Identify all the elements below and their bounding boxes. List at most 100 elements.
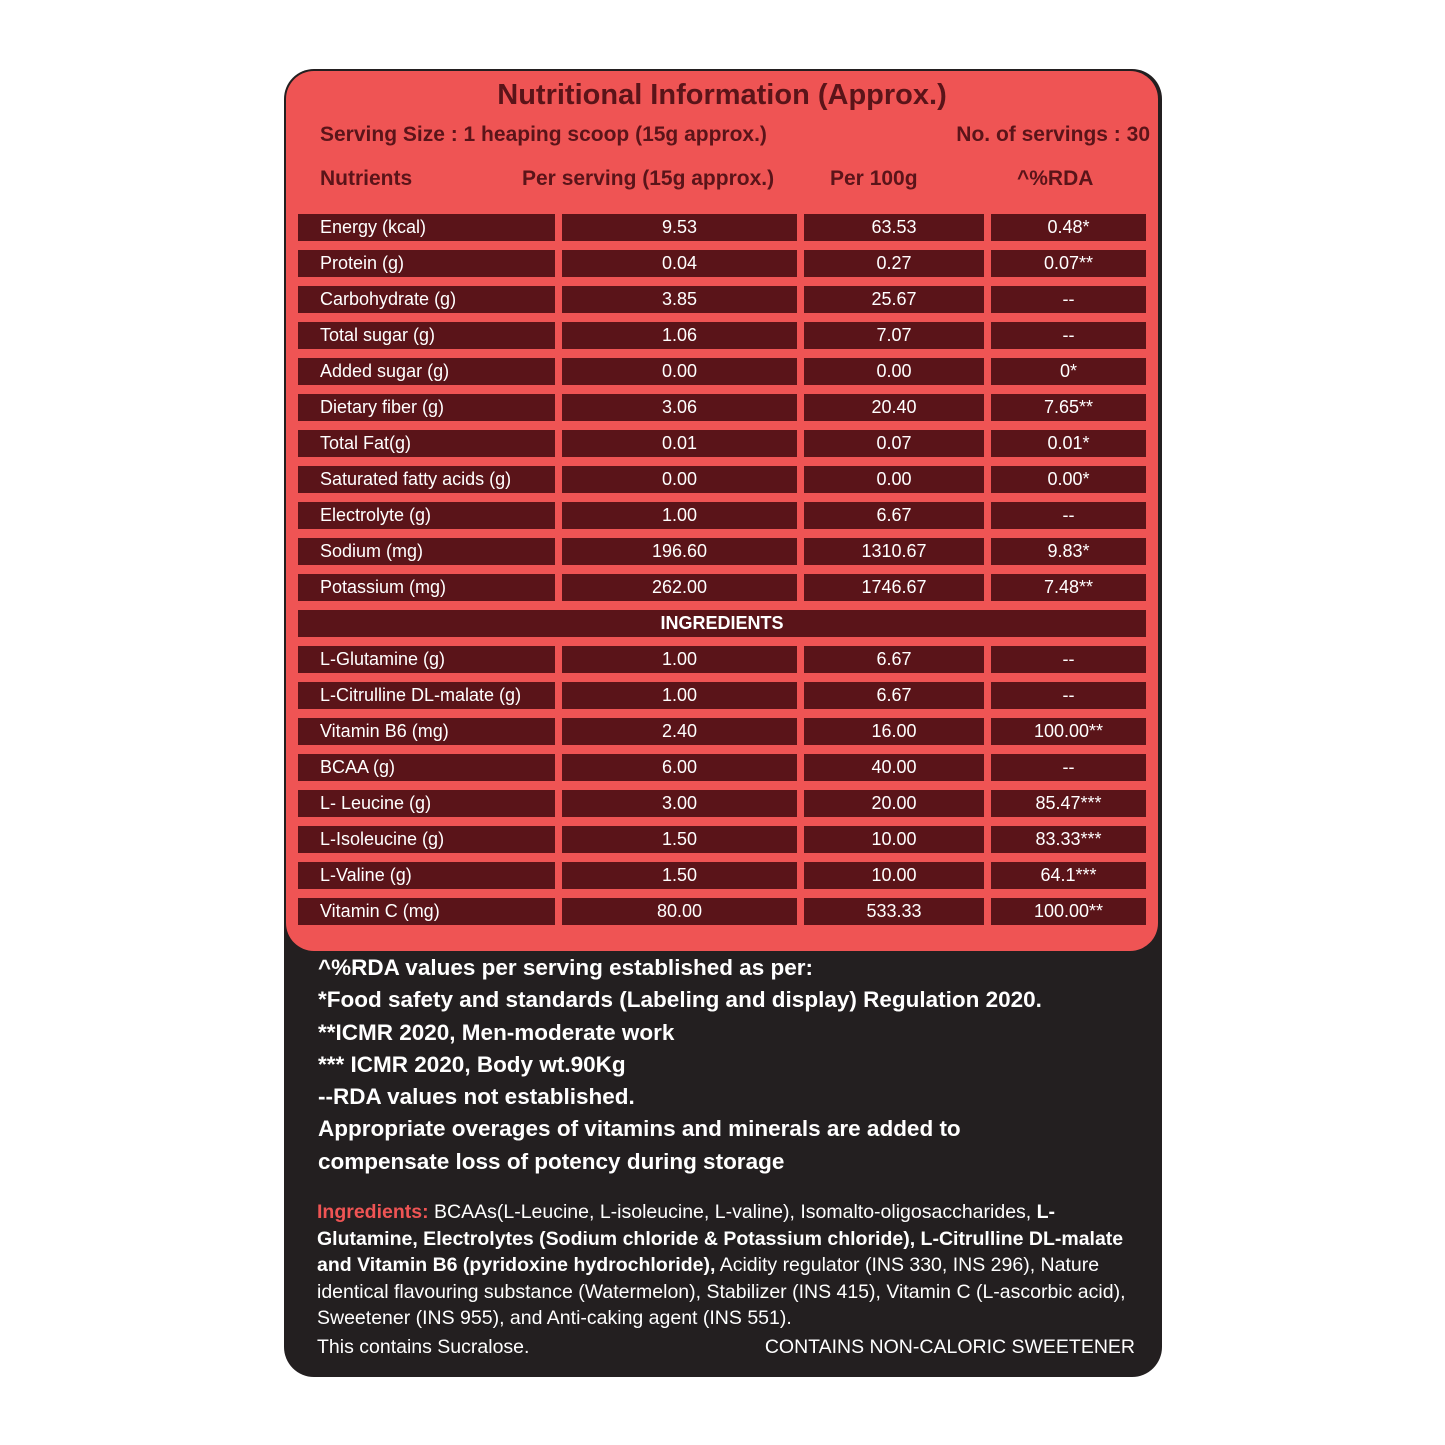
cell-per-100g: 1746.67	[804, 574, 984, 601]
cell-per-serving: 1.00	[562, 502, 797, 529]
cell-per-100g: 7.07	[804, 322, 984, 349]
note-line: compensate loss of potency during storag…	[318, 1148, 785, 1174]
cell-per-serving: 1.00	[562, 646, 797, 673]
cell-per-serving: 0.00	[562, 358, 797, 385]
cell-per-100g: 20.00	[804, 790, 984, 817]
cell-rda: --	[991, 286, 1146, 313]
cell-per-serving: 2.40	[562, 718, 797, 745]
cell-rda: 64.1***	[991, 862, 1146, 889]
cell-rda: --	[991, 682, 1146, 709]
cell-per-serving: 1.50	[562, 862, 797, 889]
cell-rda: 7.65**	[991, 394, 1146, 421]
note-line: *** ICMR 2020, Body wt.90Kg	[318, 1051, 626, 1077]
table-row: Sodium (mg) 196.60 1310.67 9.83*	[298, 538, 1158, 565]
cell-per-serving: 196.60	[562, 538, 797, 565]
cell-name: L-Citrulline DL-malate (g)	[298, 682, 555, 709]
cell-per-100g: 63.53	[804, 214, 984, 241]
cell-name: Added sugar (g)	[298, 358, 555, 385]
cell-rda: 85.47***	[991, 790, 1146, 817]
cell-rda: --	[991, 646, 1146, 673]
sucralose-note: This contains Sucralose.	[317, 1336, 530, 1358]
table-row: Protein (g) 0.04 0.27 0.07**	[298, 250, 1158, 277]
ingredients-segment: BCAAs(L-Leucine, L-isoleucine, L-valine)…	[428, 1201, 1037, 1223]
cell-name: Potassium (mg)	[298, 574, 555, 601]
table-row: Total Fat(g) 0.01 0.07 0.01*	[298, 430, 1158, 457]
cell-name: L-Glutamine (g)	[298, 646, 555, 673]
cell-per-serving: 6.00	[562, 754, 797, 781]
table-row: Carbohydrate (g) 3.85 25.67 --	[298, 286, 1158, 313]
ingredients-segment: Acidity regulator (INS 330, INS 296), Na…	[317, 1254, 1126, 1329]
cell-per-serving: 0.04	[562, 250, 797, 277]
note-line: **ICMR 2020, Men-moderate work	[318, 1019, 675, 1045]
note-line: ^%RDA values per serving established as …	[318, 955, 813, 980]
serving-size: Serving Size : 1 heaping scoop (15g appr…	[320, 123, 767, 146]
note-line: --RDA values not established.	[318, 1084, 635, 1110]
cell-name: Energy (kcal)	[298, 214, 555, 241]
cell-per-100g: 0.07	[804, 430, 984, 457]
column-header-per-serving: Per serving (15g approx.)	[522, 167, 775, 190]
table-row: Total sugar (g) 1.06 7.07 --	[298, 322, 1158, 349]
cell-per-100g: 0.00	[804, 358, 984, 385]
table-row: BCAA (g) 6.00 40.00 --	[298, 754, 1158, 781]
cell-rda: 0*	[991, 358, 1146, 385]
cell-per-100g: 10.00	[804, 862, 984, 889]
cell-per-serving: 0.01	[562, 430, 797, 457]
cell-name: BCAA (g)	[298, 754, 555, 781]
table-row: L- Leucine (g) 3.00 20.00 85.47***	[298, 790, 1158, 817]
cell-per-100g: 1310.67	[804, 538, 984, 565]
cell-rda: 0.01*	[991, 430, 1146, 457]
cell-name: Protein (g)	[298, 250, 555, 277]
cell-rda: 100.00**	[991, 898, 1146, 925]
cell-per-serving: 3.00	[562, 790, 797, 817]
cell-name: Electrolyte (g)	[298, 502, 555, 529]
cell-rda: 83.33***	[991, 826, 1146, 853]
nutrition-label: Nutritional Information (Approx.) Servin…	[284, 69, 1162, 1377]
cell-per-serving: 9.53	[562, 214, 797, 241]
cell-per-100g: 6.67	[804, 682, 984, 709]
ingredients-segment-bold: L-Glutamine, Electrolytes (Sodium chlori…	[317, 1201, 1124, 1276]
column-header-nutrients: Nutrients	[320, 167, 413, 190]
cell-per-serving: 1.06	[562, 322, 797, 349]
cell-per-100g: 25.67	[804, 286, 984, 313]
cell-rda: --	[991, 502, 1146, 529]
cell-name: Vitamin B6 (mg)	[298, 718, 555, 745]
note-line: Appropriate overages of vitamins and min…	[318, 1116, 961, 1142]
note-line: *Food safety and standards (Labeling and…	[318, 987, 1042, 1013]
cell-name: Carbohydrate (g)	[298, 286, 555, 313]
rda-notes: ^%RDA values per serving established as …	[318, 952, 1042, 1178]
ingredients-label: Ingredients:	[317, 1201, 429, 1223]
table-row: Vitamin B6 (mg) 2.40 16.00 100.00**	[298, 718, 1158, 745]
table-row: L-Isoleucine (g) 1.50 10.00 83.33***	[298, 826, 1158, 853]
cell-per-serving: 80.00	[562, 898, 797, 925]
cell-rda: --	[991, 754, 1146, 781]
section-header-ingredients: INGREDIENTS	[298, 610, 1146, 637]
nutrition-panel: Nutritional Information (Approx.) Servin…	[286, 71, 1158, 951]
servings-count: No. of servings : 30	[956, 123, 1150, 146]
label-title: Nutritional Information (Approx.)	[497, 79, 947, 111]
cell-name: Saturated fatty acids (g)	[298, 466, 555, 493]
table-row: Added sugar (g) 0.00 0.00 0*	[298, 358, 1158, 385]
cell-per-100g: 533.33	[804, 898, 984, 925]
table-row: Saturated fatty acids (g) 0.00 0.00 0.00*	[298, 466, 1158, 493]
column-header-rda: ^%RDA	[1017, 167, 1094, 190]
cell-name: L-Isoleucine (g)	[298, 826, 555, 853]
cell-rda: 100.00**	[991, 718, 1146, 745]
column-header-per-100g: Per 100g	[830, 167, 918, 190]
cell-per-100g: 0.00	[804, 466, 984, 493]
cell-per-serving: 3.06	[562, 394, 797, 421]
cell-name: L-Valine (g)	[298, 862, 555, 889]
cell-per-serving: 1.50	[562, 826, 797, 853]
cell-name: Total Fat(g)	[298, 430, 555, 457]
cell-per-100g: 10.00	[804, 826, 984, 853]
cell-per-100g: 40.00	[804, 754, 984, 781]
table-row: Dietary fiber (g) 3.06 20.40 7.65**	[298, 394, 1158, 421]
table-row: L-Citrulline DL-malate (g) 1.00 6.67 --	[298, 682, 1158, 709]
table-row: L-Valine (g) 1.50 10.00 64.1***	[298, 862, 1158, 889]
cell-name: Total sugar (g)	[298, 322, 555, 349]
table-row: L-Glutamine (g) 1.00 6.67 --	[298, 646, 1158, 673]
cell-rda: 7.48**	[991, 574, 1146, 601]
cell-per-serving: 0.00	[562, 466, 797, 493]
cell-rda: 0.00*	[991, 466, 1146, 493]
cell-per-100g: 6.67	[804, 502, 984, 529]
cell-name: Dietary fiber (g)	[298, 394, 555, 421]
